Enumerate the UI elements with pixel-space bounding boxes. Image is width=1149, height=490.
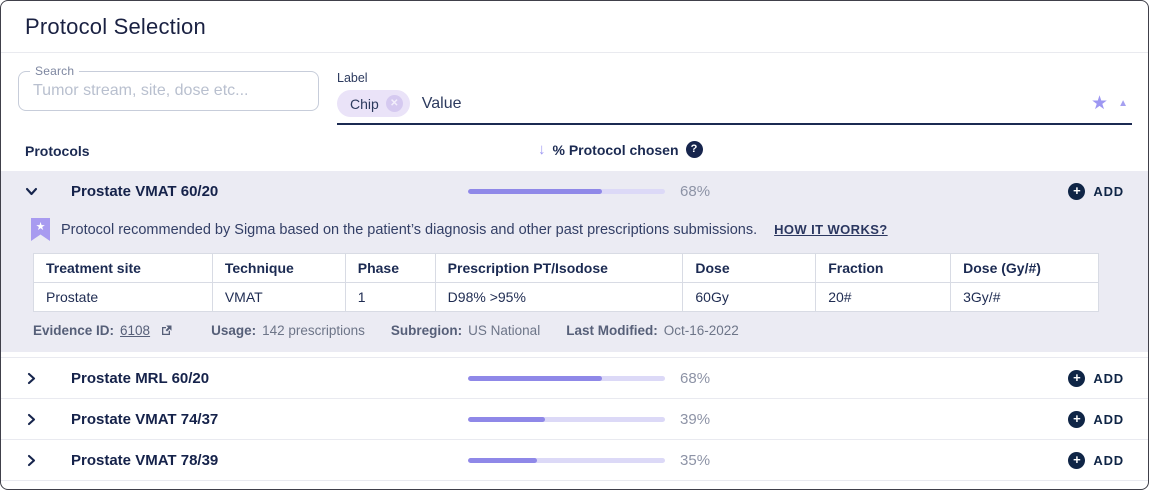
table-row: Prostate VMAT 1 D98% >95% 60Gy 20# 3Gy/# — [33, 282, 1099, 312]
col-phase: Phase — [344, 253, 436, 283]
favorite-star-icon[interactable]: ★ — [1091, 93, 1109, 114]
external-link-icon[interactable] — [160, 324, 173, 337]
percent-chosen-value: 39 — [680, 411, 710, 428]
protocol-list-header: Protocols ↓ % Protocol chosen ? — [1, 131, 1148, 171]
sort-descending-icon[interactable]: ↓ — [538, 141, 546, 158]
chevron-right-icon[interactable] — [25, 454, 45, 467]
search-field: Search — [18, 64, 319, 111]
add-protocol-button[interactable]: + ADD — [1068, 410, 1124, 428]
col-dose-per-fraction: Dose (Gy/#) — [950, 253, 1099, 283]
protocol-name: Prostate MRL 60/20 — [71, 369, 210, 387]
how-it-works-link[interactable]: HOW IT WORKS? — [774, 222, 888, 237]
plus-icon: + — [1068, 369, 1086, 387]
label-select-caption: Label — [337, 71, 368, 85]
percent-chosen-value: 35 — [680, 452, 710, 469]
percent-chosen-heading[interactable]: ↓ % Protocol chosen ? — [538, 141, 703, 158]
chevron-right-icon[interactable] — [25, 372, 45, 385]
help-icon[interactable]: ? — [685, 141, 703, 158]
protocol-details-table: Treatment site Technique Phase Prescript… — [33, 253, 1099, 312]
page-title: Protocol Selection — [25, 14, 206, 39]
bookmark-star-icon: ★ — [31, 218, 50, 241]
cell-treatment-site: Prostate — [33, 282, 213, 312]
cell-fraction: 20# — [815, 282, 952, 312]
filter-bar: Search Label Chip ✕ Value ★ ▲ — [1, 53, 1148, 131]
percent-chosen-label: % Protocol chosen — [552, 141, 679, 158]
protocol-name: Prostate VMAT 78/39 — [71, 451, 219, 469]
chevron-down-icon[interactable] — [25, 185, 45, 198]
percent-chosen-value: 68 — [680, 370, 710, 387]
chip-remove-icon[interactable]: ✕ — [385, 95, 403, 112]
subregion-label: Subregion: — [390, 323, 463, 338]
protocols-heading: Protocols — [25, 143, 90, 159]
percent-chosen-bar — [468, 457, 665, 463]
recommendation-banner: ★ Protocol recommended by Sigma based on… — [1, 212, 1148, 251]
label-select-value: Value — [421, 94, 462, 112]
protocol-row[interactable]: Prostate VMAT 74/37 39 + ADD — [1, 399, 1148, 440]
col-dose: Dose — [682, 253, 817, 283]
col-treatment-site: Treatment site — [33, 253, 213, 283]
expanded-protocol-panel: Prostate VMAT 60/20 68 + ADD ★ Protocol … — [1, 171, 1148, 352]
evidence-id-label: Evidence ID: — [33, 323, 115, 338]
page-header: Protocol Selection — [1, 1, 1148, 53]
subregion-value: US National — [468, 323, 541, 338]
protocol-name: Prostate VMAT 60/20 — [71, 183, 219, 200]
percent-chosen-value: 68 — [680, 183, 710, 200]
label-select[interactable]: Label Chip ✕ Value ★ ▲ — [337, 71, 1132, 125]
cell-prescription: D98% >95% — [434, 282, 684, 312]
cell-technique: VMAT — [211, 282, 346, 312]
plus-icon: + — [1068, 451, 1086, 469]
col-fraction: Fraction — [815, 253, 952, 283]
col-prescription: Prescription PT/Isodose — [434, 253, 684, 283]
percent-chosen-bar — [468, 416, 665, 422]
recommendation-text: Protocol recommended by Sigma based on t… — [61, 221, 758, 238]
add-protocol-button[interactable]: + ADD — [1068, 369, 1124, 387]
chevron-right-icon[interactable] — [25, 413, 45, 426]
protocol-metadata: Evidence ID: 6108 Usage: 142 prescriptio… — [1, 312, 1148, 352]
plus-icon: + — [1068, 183, 1086, 200]
search-field-label: Search — [30, 64, 80, 78]
cell-dose-per-fraction: 3Gy/# — [950, 282, 1099, 312]
add-protocol-button[interactable]: + ADD — [1068, 451, 1124, 469]
protocol-row[interactable]: Prostate VMAT 60/20 68 + ADD — [1, 171, 1148, 212]
protocol-row[interactable]: Prostate MRL 60/20 68 + ADD — [1, 358, 1148, 399]
cell-phase: 1 — [344, 282, 436, 312]
plus-icon: + — [1068, 410, 1086, 428]
table-header-row: Treatment site Technique Phase Prescript… — [33, 253, 1099, 283]
col-technique: Technique — [211, 253, 346, 283]
usage-label: Usage: — [211, 323, 257, 338]
percent-chosen-bar — [468, 375, 665, 381]
filter-chip-label: Chip — [350, 95, 379, 112]
divider — [1, 357, 1148, 358]
protocol-name: Prostate VMAT 74/37 — [71, 410, 219, 428]
protocol-row[interactable]: Prostate VMAT 78/39 35 + ADD — [1, 440, 1148, 481]
add-protocol-button[interactable]: + ADD — [1068, 183, 1124, 200]
usage-value: 142 prescriptions — [262, 323, 365, 338]
percent-chosen-bar — [468, 189, 665, 194]
evidence-id-link[interactable]: 6108 — [120, 323, 151, 338]
chevron-up-icon[interactable]: ▲ — [1118, 97, 1128, 109]
last-modified-value: Oct-16-2022 — [663, 323, 739, 338]
cell-dose: 60Gy — [682, 282, 817, 312]
last-modified-label: Last Modified: — [566, 323, 658, 338]
filter-chip[interactable]: Chip ✕ — [337, 90, 410, 117]
